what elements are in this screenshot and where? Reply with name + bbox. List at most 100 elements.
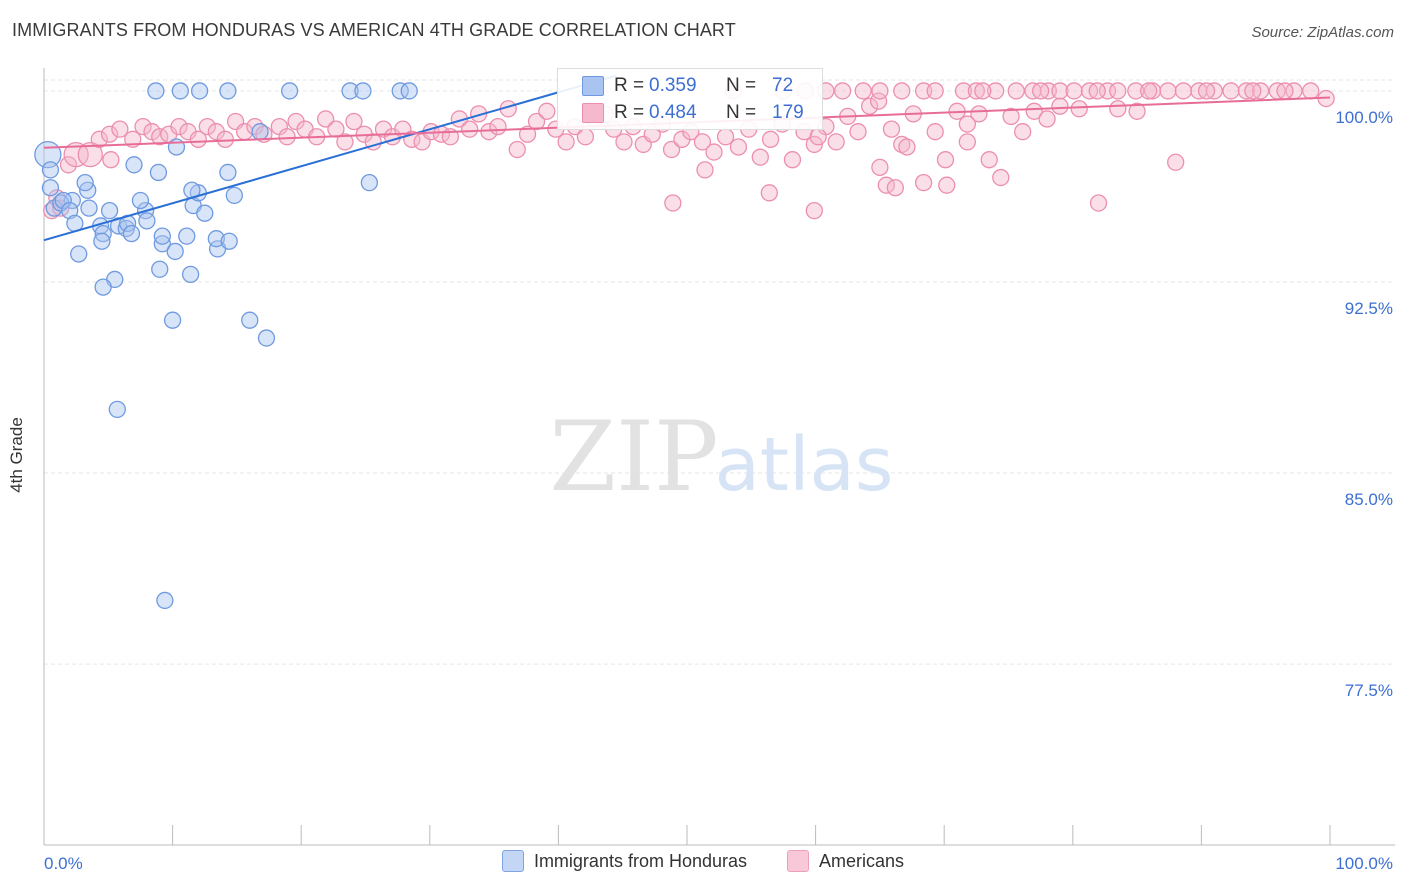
americans-point [1065,82,1083,100]
americans-point [705,143,723,161]
honduras-point [225,186,243,205]
americans-point [871,82,889,100]
legend-label: Americans [819,850,905,871]
americans-point [751,148,769,166]
americans-point [1237,82,1256,100]
americans-point [729,138,748,156]
legend-item-honduras[interactable]: Immigrants from Honduras [501,850,747,872]
honduras-point [70,245,88,263]
americans-point [615,133,633,151]
honduras-point [131,191,150,210]
honduras-point [125,156,143,174]
americans-point [1197,82,1216,100]
honduras-point [147,82,165,100]
watermark: ZIP atlas [549,401,893,513]
stats-swatch-blue [582,76,604,96]
honduras-point [280,82,299,100]
americans-point [316,110,335,128]
americans-point [102,151,120,169]
americans-point [893,82,911,100]
americans-point [134,117,152,136]
americans-point [696,161,714,179]
americans-point [336,133,354,151]
honduras-point [219,82,237,100]
americans-point [345,112,363,131]
data-points [34,82,1335,610]
americans-point [1109,82,1127,100]
honduras-point [171,82,189,100]
americans-point [1302,82,1320,100]
americans-point [761,130,780,148]
americans-point [489,117,507,136]
americans-point [1089,194,1108,212]
americans-point [833,82,852,100]
americans-point [1070,100,1088,118]
americans-point [1244,82,1262,100]
americans-point [59,156,78,174]
americans-point [1174,82,1193,100]
honduras-point [220,232,238,250]
y-tick-label: 100.0% [1335,108,1393,127]
americans-point [189,130,207,148]
honduras-trend-line [43,74,617,242]
stats-swatch-pink [582,103,604,123]
stats-box: R = 0.359 N = 72 R = 0.484 N = 179 [557,68,823,130]
americans-point [111,120,129,138]
honduras-point [257,329,276,347]
r-value: 0.359 [649,75,697,96]
americans-point [1088,82,1106,100]
americans-point [1167,153,1185,171]
americans-point [967,82,985,100]
americans-point [1051,97,1069,115]
honduras-point [190,82,209,100]
americans-point [662,140,681,159]
honduras-point [41,179,60,197]
honduras-point [166,242,184,261]
honduras-point [251,123,269,141]
americans-point [886,179,904,197]
americans-point [480,123,498,141]
americans-point [1128,102,1146,120]
honduras-point [163,311,182,329]
honduras-point [80,199,98,217]
honduras-point [178,227,196,245]
r-label: R = [614,102,645,123]
honduras-point [241,311,259,329]
honduras-point [354,82,372,100]
legend-item-americans[interactable]: Americans [787,850,904,872]
honduras-point [61,202,79,220]
americans-point [1038,110,1056,128]
americans-point [508,140,526,159]
americans-point [1140,82,1158,100]
y-tick-label: 92.5% [1345,299,1393,318]
americans-point [693,133,712,151]
americans-point [871,158,889,177]
n-value: 179 [772,102,804,123]
r-label: R = [614,75,645,96]
americans-point [958,133,976,151]
honduras-point [181,265,200,284]
americans-point [882,120,901,138]
chart-title: IMMIGRANTS FROM HONDURAS VS AMERICAN 4TH… [12,20,736,40]
americans-point [557,133,575,151]
americans-point [809,128,827,146]
americans-point [827,133,845,151]
grid-lines [44,79,1395,665]
honduras-point [100,202,119,220]
americans-point [914,173,933,192]
honduras-point [156,591,174,610]
honduras-point [93,232,111,250]
honduras-point [391,82,409,100]
americans-point [854,82,872,100]
americans-point [898,138,916,156]
honduras-point [149,163,168,182]
americans-point [1032,82,1050,100]
honduras-point [108,400,126,419]
honduras-point [76,173,94,192]
americans-point [1013,123,1032,141]
americans-point [926,123,944,141]
americans-point [63,141,89,168]
americans-point [805,202,823,220]
honduras-point [94,278,112,296]
americans-point [958,115,976,133]
